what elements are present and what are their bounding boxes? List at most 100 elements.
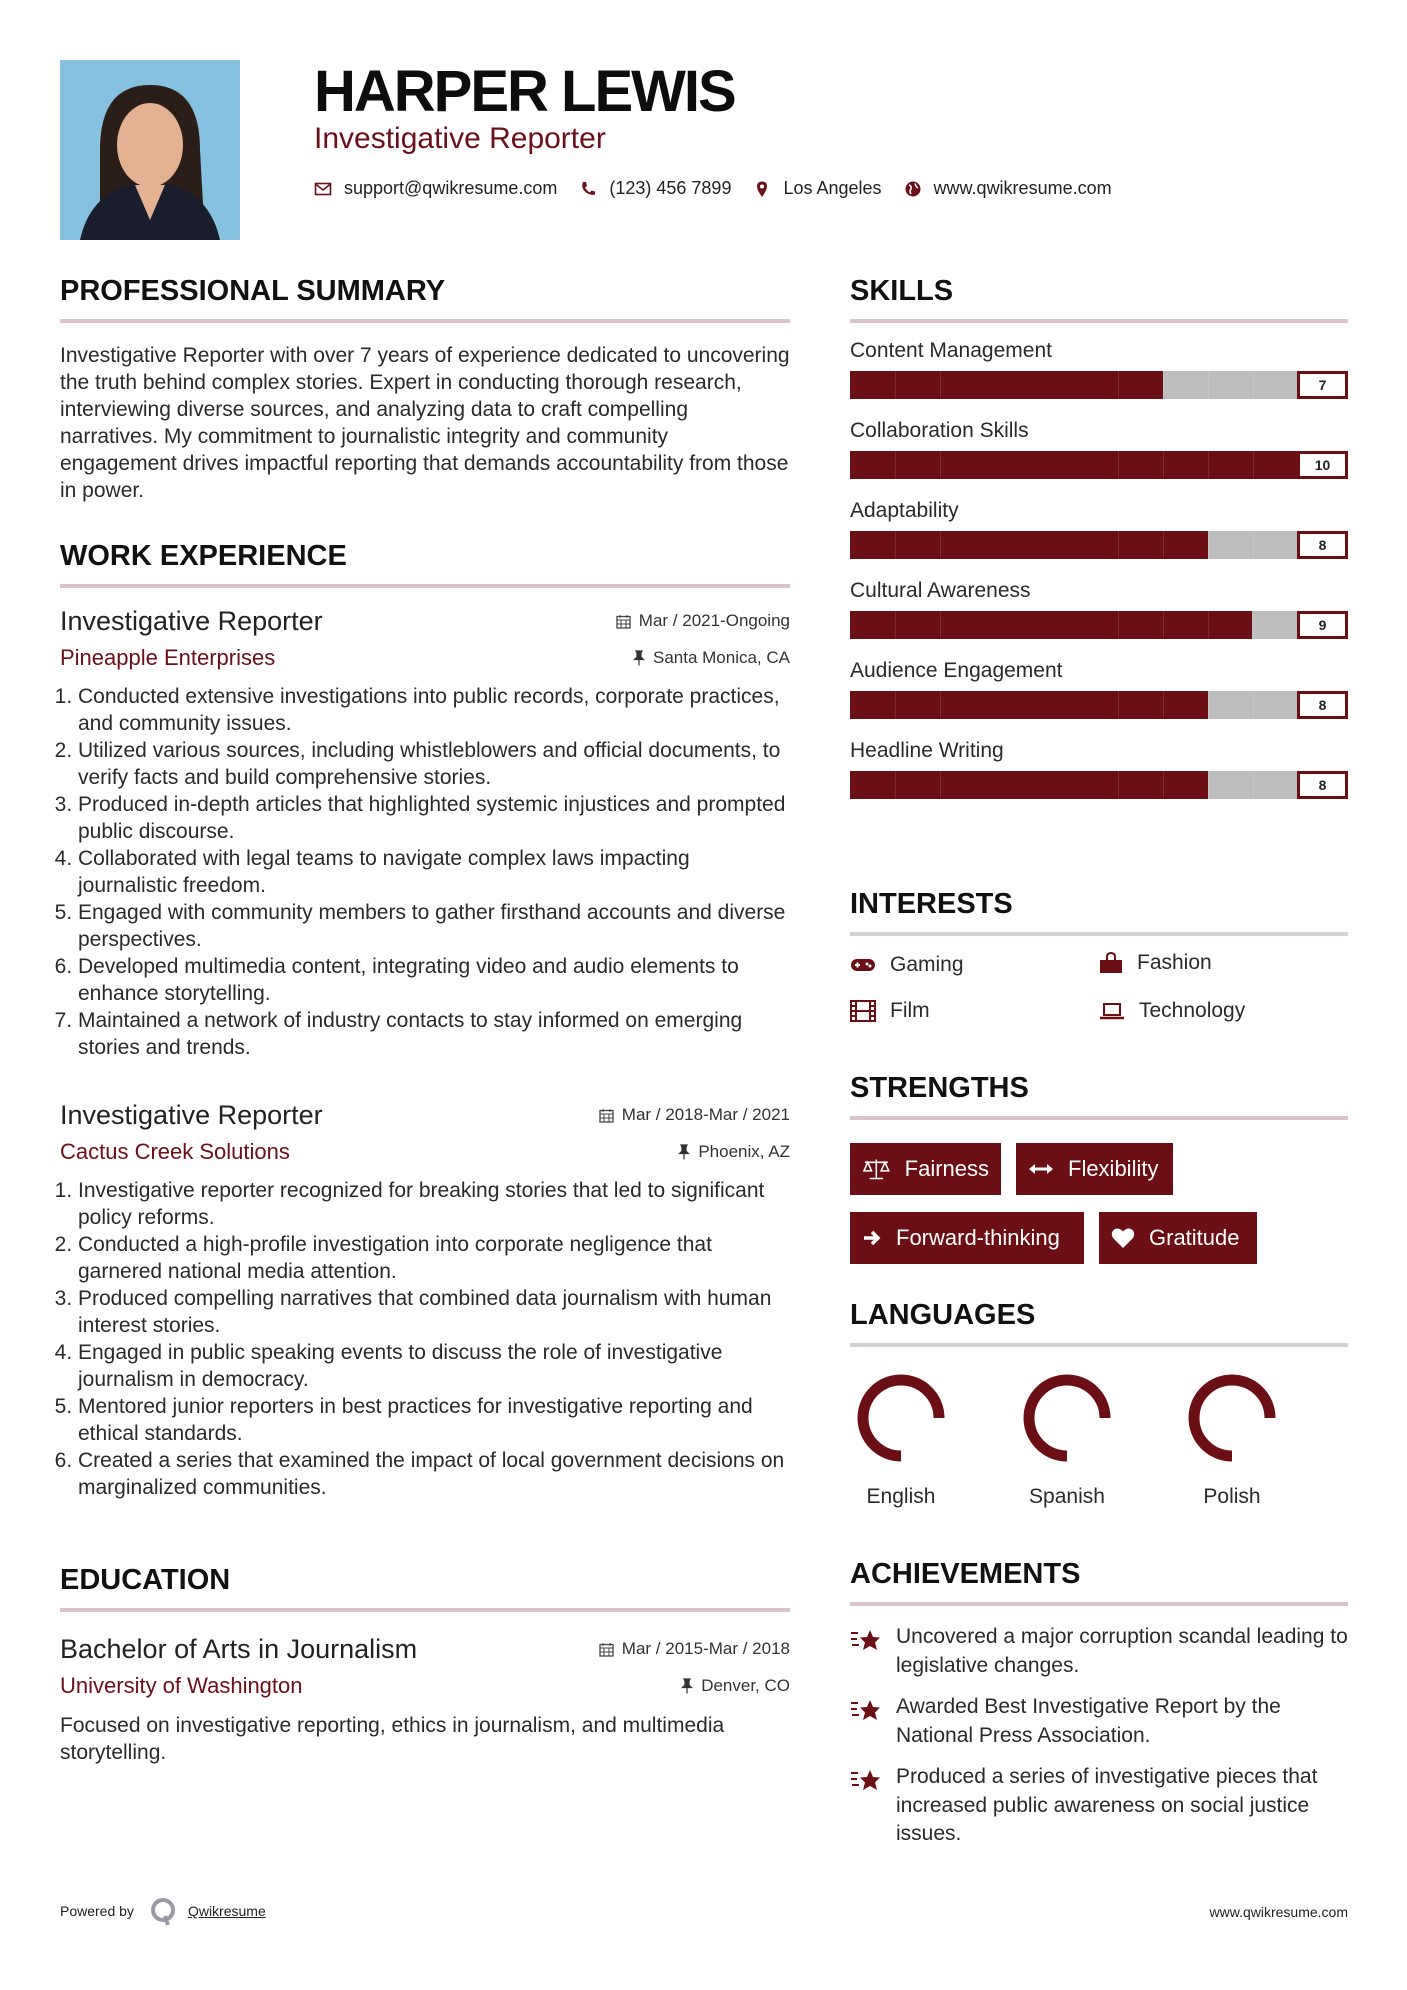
skill-bar-segment-divider: [895, 611, 896, 639]
pin-icon: [633, 650, 645, 666]
job-bullet: Conducted extensive investigations into …: [78, 683, 790, 737]
skill-bar: 8: [850, 691, 1348, 719]
skill-bar-fill: [850, 371, 1163, 399]
skill-bar-segment-divider: [1253, 371, 1254, 399]
shopping-bag-icon: [1100, 951, 1122, 973]
interest-item-gaming: Gaming: [850, 953, 964, 977]
job-bullets: Investigative reporter recognized for br…: [60, 1177, 790, 1501]
location-text: Los Angeles: [783, 178, 882, 198]
skill-bar-segment-divider: [1208, 371, 1209, 399]
skill-bar-segment-divider: [1163, 611, 1164, 639]
job-entry: Investigative Reporter Mar / 2018-Mar / …: [60, 1098, 790, 1501]
skill-bar-segment-divider: [1208, 691, 1209, 719]
skill-bar-segment-divider: [1118, 451, 1119, 479]
skill-bar-segment-divider: [895, 451, 896, 479]
interest-label: Gaming: [890, 953, 964, 976]
job-location: Phoenix, AZ: [678, 1142, 790, 1162]
job-bullet: Mentored junior reporters in best practi…: [78, 1393, 790, 1447]
laptop-icon: [1100, 1003, 1124, 1020]
skill-bar-segment-divider: [940, 371, 941, 399]
skill-bar-segment-divider: [1118, 531, 1119, 559]
job-bullet: Produced in-depth articles that highligh…: [78, 791, 790, 845]
skill-item: Content Management 7: [850, 339, 1348, 399]
job-bullet: Engaged with community members to gather…: [78, 899, 790, 953]
section-divider: [60, 1608, 790, 1612]
qwikresume-link[interactable]: Qwikresume: [187, 1903, 266, 1919]
strength-label: Forward-thinking: [896, 1225, 1060, 1250]
section-heading: INTERESTS: [850, 888, 1013, 920]
section-heading: ACHIEVEMENTS: [850, 1558, 1081, 1590]
language-label: Polish: [1203, 1485, 1261, 1508]
job-location-text: Phoenix, AZ: [698, 1142, 790, 1161]
arrow-right-icon: [864, 1230, 881, 1246]
section-divider: [850, 1116, 1348, 1120]
job-location-text: Santa Monica, CA: [652, 648, 790, 667]
skills-section: SKILLS Content Management 7 Collaboration …: [850, 275, 1348, 799]
skill-label: Content Management: [850, 339, 1052, 362]
school-name: University of Washington: [60, 1673, 303, 1698]
phone-number[interactable]: (123) 456 7899: [609, 178, 732, 198]
website-link[interactable]: www.qwikresume.com: [933, 178, 1112, 198]
balance-scale-icon: [862, 1159, 890, 1180]
heart-icon: [1111, 1228, 1135, 1248]
skill-bar-fill: [850, 771, 1208, 799]
arrows-horizontal-icon: [1029, 1164, 1053, 1174]
skill-bar-segment-divider: [940, 771, 941, 799]
job-bullets: Conducted extensive investigations into …: [60, 683, 790, 1061]
skill-bar-segment-divider: [1118, 691, 1119, 719]
section-divider: [60, 319, 790, 323]
calendar-icon: [616, 614, 631, 629]
job-bullet: Produced compelling narratives that comb…: [78, 1285, 790, 1339]
interest-item-fashion: Fashion: [1099, 951, 1212, 975]
achievement-item: Uncovered a major corruption scandal lea…: [850, 1623, 1348, 1680]
strength-label: Fairness: [904, 1156, 989, 1181]
skill-item: Collaboration Skills 10: [850, 419, 1348, 479]
education-location-text: Denver, CO: [701, 1676, 790, 1695]
job-bullet: Created a series that examined the impac…: [78, 1447, 790, 1501]
skill-bar-segment-divider: [1118, 611, 1119, 639]
skill-bar: 8: [850, 531, 1348, 559]
skill-bar-segment-divider: [940, 531, 941, 559]
skill-bar-segment-divider: [1253, 691, 1254, 719]
job-location: Santa Monica, CA: [633, 648, 790, 668]
skill-value: 8: [1297, 771, 1348, 799]
job-title: Investigative Reporter: [60, 605, 323, 636]
email-link[interactable]: support@qwikresume.com: [344, 178, 558, 198]
language-spanish: Spanish: [1002, 1370, 1132, 1509]
language-level-ring: [1188, 1374, 1276, 1462]
skill-bar-segment-divider: [940, 611, 941, 639]
skill-bar-segment-divider: [940, 451, 941, 479]
job-bullet: Investigative reporter recognized for br…: [78, 1177, 790, 1231]
section-divider: [60, 584, 790, 588]
achievement-text: Uncovered a major corruption scandal lea…: [896, 1625, 1348, 1677]
job-dates-text: Mar / 2021-Ongoing: [638, 611, 790, 630]
skill-item: Headline Writing 8: [850, 739, 1348, 799]
section-divider: [850, 319, 1348, 323]
shooting-star-icon: [851, 1630, 880, 1650]
language-level-ring: [857, 1374, 945, 1462]
section-heading: LANGUAGES: [850, 1299, 1036, 1331]
achievements-section: ACHIEVEMENTS: [850, 1558, 1348, 1606]
skill-bar: 9: [850, 611, 1348, 639]
language-label: English: [866, 1485, 936, 1508]
skill-item: Adaptability 8: [850, 499, 1348, 559]
skill-bar-fill: [850, 611, 1253, 639]
calendar-icon: [599, 1642, 614, 1657]
skill-value: 8: [1297, 691, 1348, 719]
skill-bar-segment-divider: [895, 771, 896, 799]
skill-bar-segment-divider: [1208, 611, 1209, 639]
skill-bar-segment-divider: [1163, 691, 1164, 719]
skill-bar-segment-divider: [1118, 371, 1119, 399]
skill-bar-segment-divider: [1118, 771, 1119, 799]
strength-label: Gratitude: [1149, 1225, 1240, 1250]
language-level-arc: [1023, 1374, 1111, 1462]
section-heading: EDUCATION: [60, 1564, 231, 1596]
company-name: Pineapple Enterprises: [60, 645, 276, 670]
education-location: Denver, CO: [681, 1676, 790, 1696]
footer-website[interactable]: www.qwikresume.com: [1209, 1904, 1348, 1920]
interest-label: Technology: [1139, 999, 1246, 1022]
skill-bar-segment-divider: [1163, 531, 1164, 559]
job-dates: Mar / 2021-Ongoing: [616, 611, 790, 631]
section-divider: [850, 932, 1348, 936]
strength-label: Flexibility: [1068, 1156, 1159, 1181]
